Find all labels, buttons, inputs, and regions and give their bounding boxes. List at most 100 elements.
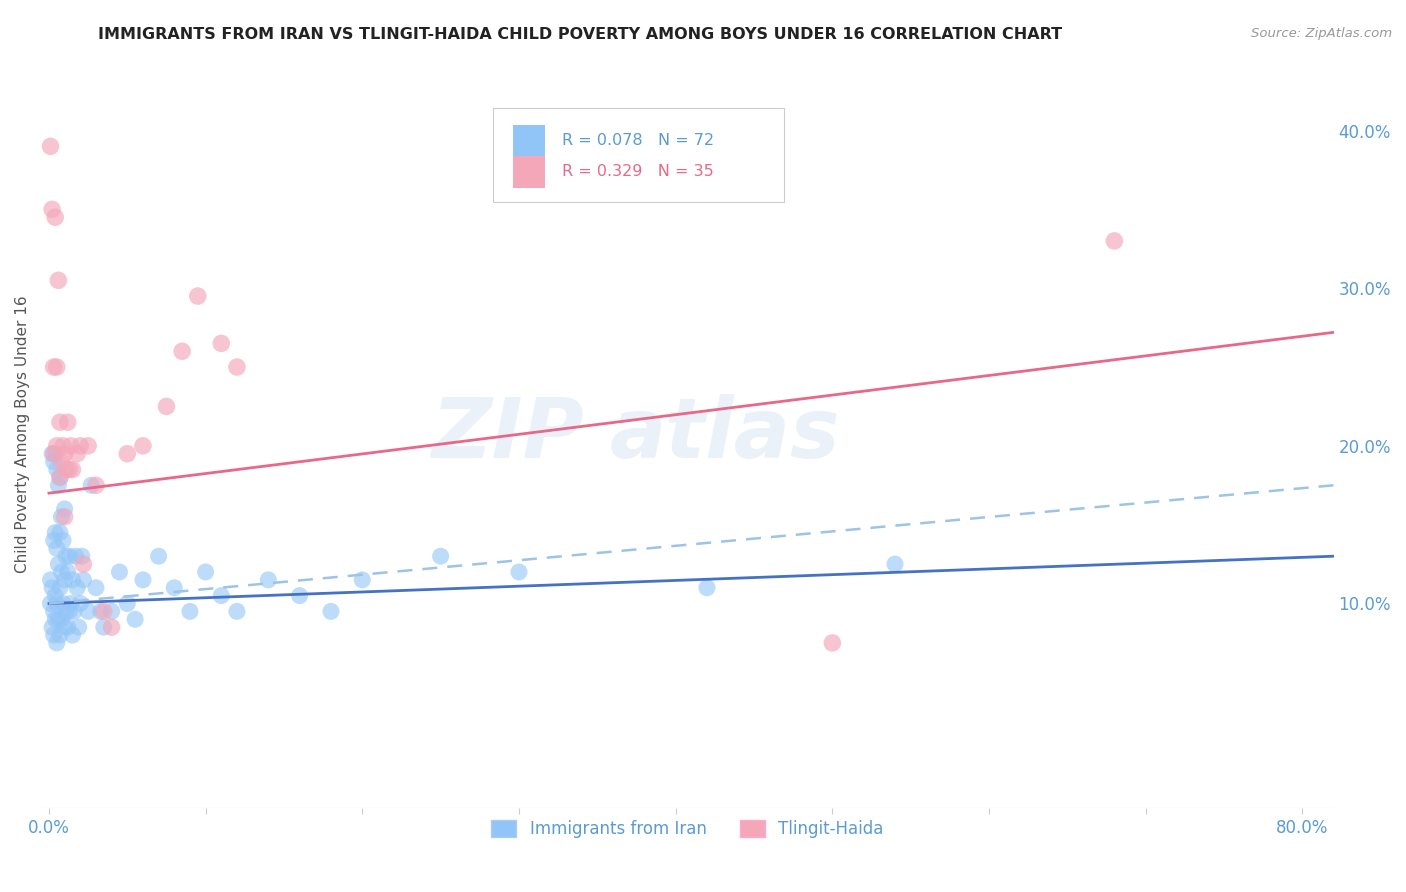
Text: ZIP: ZIP (432, 393, 583, 475)
Point (39, 597, 62, 611)
Point (77, 604, 100, 618)
Point (53, 447, 76, 461)
Point (163, 581, 186, 595)
Y-axis label: Child Poverty Among Boys Under 16: Child Poverty Among Boys Under 16 (15, 295, 30, 573)
FancyBboxPatch shape (494, 108, 785, 202)
Point (90, 604, 112, 618)
Point (884, 557, 907, 571)
Point (52, 439, 75, 453)
Point (52, 597, 75, 611)
Point (108, 565, 131, 579)
Point (46, 612, 69, 626)
Point (51, 612, 73, 626)
Point (77, 439, 100, 453)
Point (55, 462, 77, 476)
Point (62, 628, 84, 642)
Point (42, 359, 65, 374)
Point (93, 620, 115, 634)
Point (80, 478, 103, 492)
Point (46, 478, 69, 492)
Point (39, 573, 62, 587)
Point (49, 525, 72, 540)
Point (58, 462, 80, 476)
Point (58, 604, 80, 618)
Point (51, 565, 73, 579)
Point (53, 509, 76, 524)
Point (69, 597, 91, 611)
Text: atlas: atlas (610, 393, 841, 475)
FancyBboxPatch shape (513, 156, 546, 187)
Text: R = 0.329   N = 35: R = 0.329 N = 35 (562, 164, 714, 179)
Point (67, 620, 90, 634)
Point (124, 612, 146, 626)
Point (45, 636, 67, 650)
Point (508, 565, 530, 579)
Point (53, 620, 76, 634)
Point (45, 439, 67, 453)
Point (352, 573, 374, 587)
Point (44, 447, 66, 461)
Point (117, 447, 139, 461)
Point (132, 573, 155, 587)
Point (41, 202, 63, 217)
Point (209, 589, 232, 603)
Point (696, 581, 718, 595)
Point (62, 462, 84, 476)
Text: IMMIGRANTS FROM IRAN VS TLINGIT-HAIDA CHILD POVERTY AMONG BOYS UNDER 16 CORRELAT: IMMIGRANTS FROM IRAN VS TLINGIT-HAIDA CH… (98, 27, 1063, 42)
Point (155, 400, 177, 414)
Point (42, 455, 65, 469)
Point (429, 549, 451, 564)
Point (51, 455, 73, 469)
Point (59, 597, 82, 611)
FancyBboxPatch shape (513, 125, 546, 156)
Point (84, 581, 107, 595)
Point (93, 604, 115, 618)
Point (44, 589, 66, 603)
Point (53, 573, 76, 587)
Point (49, 628, 72, 642)
Point (51, 509, 73, 524)
Point (41, 447, 63, 461)
Point (41, 581, 63, 595)
Point (55, 549, 77, 564)
Point (72, 573, 94, 587)
Text: Source: ZipAtlas.com: Source: ZipAtlas.com (1251, 27, 1392, 40)
Point (56, 415, 79, 429)
Point (179, 604, 201, 618)
Point (46, 273, 69, 287)
Point (44, 612, 66, 626)
Point (56, 565, 79, 579)
Point (172, 344, 194, 359)
Point (44, 211, 66, 225)
Point (100, 604, 122, 618)
Point (53, 502, 76, 516)
Point (63, 604, 86, 618)
Point (117, 597, 139, 611)
Point (55, 604, 77, 618)
Point (39, 139, 62, 153)
Point (69, 439, 91, 453)
Point (226, 604, 249, 618)
Point (42, 533, 65, 548)
Point (42, 628, 65, 642)
Point (49, 470, 72, 484)
Point (49, 581, 72, 595)
Point (42, 604, 65, 618)
Point (66, 581, 89, 595)
Point (58, 549, 80, 564)
Point (41, 620, 63, 634)
Point (1104, 234, 1126, 248)
Point (209, 336, 232, 351)
Point (84, 478, 107, 492)
Point (70, 549, 93, 564)
Point (45, 541, 67, 556)
Point (65, 549, 87, 564)
Point (288, 589, 311, 603)
Point (821, 636, 844, 650)
Point (194, 565, 217, 579)
Point (187, 289, 209, 303)
Point (56, 620, 79, 634)
Point (319, 604, 342, 618)
Text: R = 0.078   N = 72: R = 0.078 N = 72 (562, 133, 714, 148)
Point (49, 415, 72, 429)
